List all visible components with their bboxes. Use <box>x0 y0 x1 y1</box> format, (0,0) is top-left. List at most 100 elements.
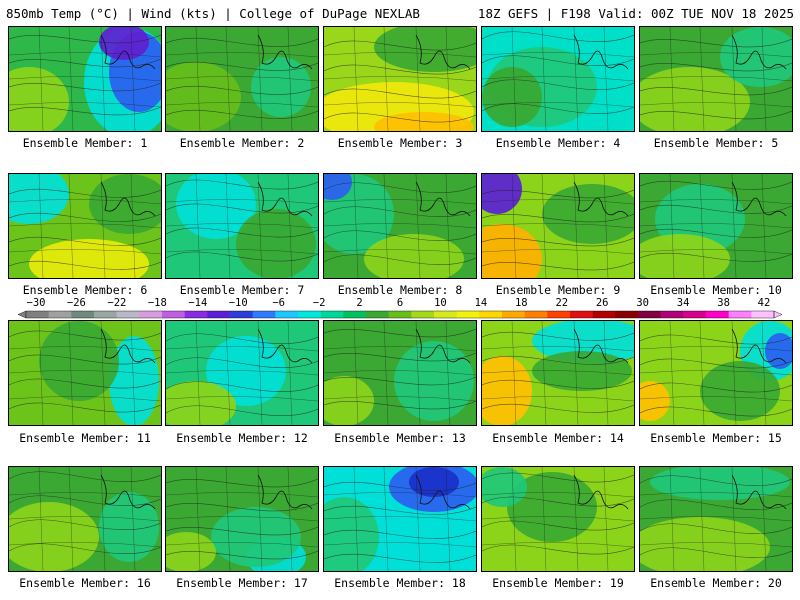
colorbar-bin <box>252 311 276 318</box>
great-lakes-outline <box>573 474 629 510</box>
colorbar-bin <box>94 311 117 318</box>
ensemble-member-label: Ensemble Member: 20 <box>650 576 782 590</box>
ensemble-map-3 <box>323 26 477 132</box>
great-lakes-outline <box>100 34 156 70</box>
ensemble-map-5 <box>639 26 793 132</box>
isotherm-contours <box>640 334 792 417</box>
great-lakes-outline <box>257 328 313 364</box>
colorbar-bin <box>592 311 616 318</box>
ensemble-member-label: Ensemble Member: 10 <box>650 283 782 297</box>
ensemble-map-9 <box>481 173 635 279</box>
colorbar-bin <box>71 311 95 318</box>
colorbar-tick-label: −26 <box>66 297 86 309</box>
colorbar-tick-label: 38 <box>717 297 730 309</box>
ensemble-member-label: Ensemble Member: 16 <box>19 576 151 590</box>
great-lakes-outline <box>731 328 787 364</box>
isotherm-contours <box>482 31 634 115</box>
colorbar-bin <box>751 311 775 318</box>
colorbar-bin <box>298 311 321 318</box>
ensemble-map-7 <box>165 173 319 279</box>
temperature-field <box>324 174 476 278</box>
isotherm-contours <box>324 40 476 123</box>
ensemble-map-4 <box>481 26 635 132</box>
great-lakes-outline <box>100 328 156 364</box>
isotherm-contours <box>640 180 792 262</box>
colorbar-bin <box>48 311 72 318</box>
colorbar-tick-label: 42 <box>757 297 771 309</box>
temperature-field <box>640 174 792 278</box>
isotherm-contours <box>9 188 161 270</box>
colorbar-bin <box>683 311 707 318</box>
colorbar-tick-label: 14 <box>474 297 488 309</box>
state-borders <box>9 174 161 278</box>
state-borders <box>9 27 161 131</box>
chart-title: 850mb Temp (°C) | Wind (kts) | College o… <box>6 6 420 21</box>
colorbar-bin <box>524 311 548 318</box>
state-borders <box>640 467 792 571</box>
colorbar-bin <box>706 311 729 318</box>
ensemble-map-16 <box>8 466 162 572</box>
great-lakes-outline <box>415 328 471 364</box>
state-borders <box>482 27 634 131</box>
ensemble-member-label: Ensemble Member: 3 <box>337 136 463 150</box>
isotherm-contours <box>324 328 476 410</box>
state-borders <box>9 321 161 425</box>
colorbar-bin <box>139 311 163 318</box>
ensemble-map-2 <box>165 26 319 132</box>
ensemble-member-label: Ensemble Member: 5 <box>653 136 779 150</box>
ensemble-member-label: Ensemble Member: 19 <box>492 576 624 590</box>
great-lakes-outline <box>573 34 629 70</box>
great-lakes-outline <box>415 474 471 510</box>
ensemble-map-15 <box>639 320 793 426</box>
colorbar-bin <box>638 311 661 318</box>
ensemble-member-label: Ensemble Member: 18 <box>334 576 466 590</box>
ensemble-member-label: Ensemble Member: 4 <box>495 136 621 150</box>
colorbar-tick-label: −30 <box>26 297 46 309</box>
ensemble-map-18 <box>323 466 477 572</box>
state-borders <box>166 467 318 571</box>
state-borders <box>324 174 476 278</box>
temperature-field <box>324 321 476 425</box>
colorbar-bin <box>434 311 457 318</box>
colorbar-tick-label: 26 <box>595 297 609 309</box>
isotherm-contours <box>640 38 792 120</box>
colorbar-tick-label: −2 <box>312 297 326 309</box>
state-borders <box>482 321 634 425</box>
colorbar-bin <box>502 311 525 318</box>
colorbar-tick-label: 6 <box>396 297 404 309</box>
ensemble-member-label: Ensemble Member: 6 <box>22 283 148 297</box>
temperature-field <box>640 27 792 131</box>
ensemble-map-10 <box>639 173 793 279</box>
state-borders <box>166 174 318 278</box>
colorbar-bin <box>479 311 503 318</box>
ensemble-map-13 <box>323 320 477 426</box>
temperature-field <box>9 27 161 131</box>
state-borders <box>640 27 792 131</box>
colorbar-bin <box>615 311 639 318</box>
colorbar-bin <box>116 311 140 318</box>
isotherm-contours <box>166 37 318 119</box>
temperature-field <box>640 467 792 571</box>
ensemble-member-label: Ensemble Member: 1 <box>22 136 148 150</box>
great-lakes-outline <box>731 181 787 217</box>
temperature-field <box>482 467 634 571</box>
state-borders <box>324 467 476 571</box>
colorbar-bin <box>184 311 208 318</box>
ensemble-map-14 <box>481 320 635 426</box>
ensemble-member-label: Ensemble Member: 2 <box>179 136 305 150</box>
temperature-field <box>166 321 318 425</box>
colorbar-tick-label: −14 <box>188 297 208 309</box>
ensemble-member-label: Ensemble Member: 17 <box>176 576 308 590</box>
colorbar-bin <box>366 311 389 318</box>
isotherm-contours <box>640 475 792 559</box>
ensemble-map-19 <box>481 466 635 572</box>
great-lakes-outline <box>257 474 313 510</box>
temperature-field <box>166 174 318 278</box>
temperature-field <box>482 174 634 278</box>
great-lakes-outline <box>257 181 313 217</box>
colorbar-tick-label: 18 <box>514 297 528 309</box>
ensemble-map-8 <box>323 173 477 279</box>
colorbar-tick-label: 10 <box>434 297 447 309</box>
colorbar-bin <box>728 311 752 318</box>
temperature-field <box>324 27 476 131</box>
